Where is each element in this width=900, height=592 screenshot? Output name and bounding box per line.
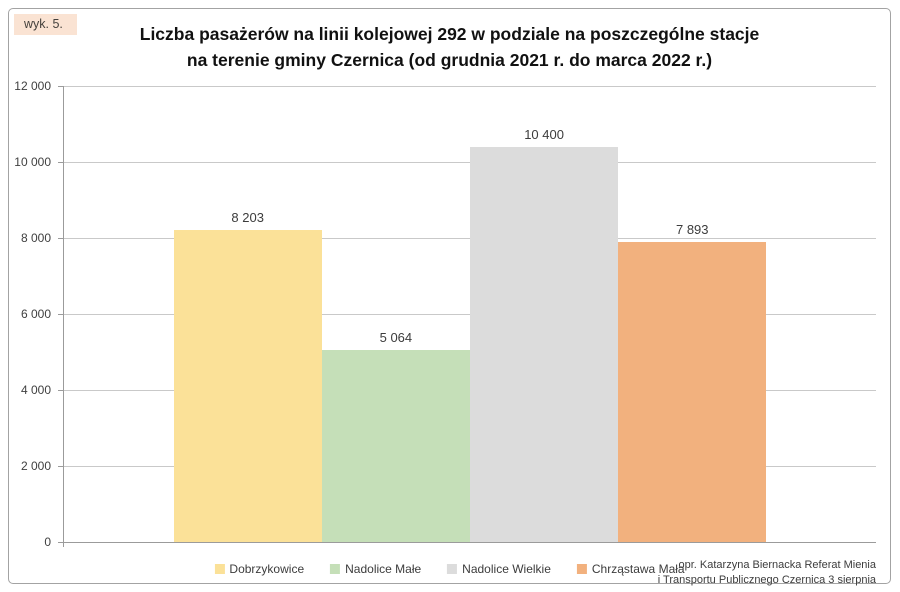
legend-swatch-dobrzykowice <box>214 564 225 574</box>
y-axis-tick-12000 <box>58 86 64 87</box>
attribution-line-2: i Transportu Publicznego Czernica 3 sier… <box>657 574 876 586</box>
bar-chrzastawa-mala: 7 893 <box>618 222 767 542</box>
attribution-line-1: opr. Katarzyna Biernacka Referat Mienia <box>678 559 877 571</box>
chart-title-line-1: Liczba pasażerów na linii kolejowej 292 … <box>139 24 760 44</box>
legend-label-nadolice-male: Nadolice Małe <box>345 562 422 576</box>
y-axis-label-0: 0 <box>44 535 51 549</box>
attribution: opr. Katarzyna Biernacka Referat Mienia … <box>658 558 876 588</box>
bar-nadolice-male: 5 064 <box>321 330 470 542</box>
y-axis-label-6000: 6 000 <box>20 307 51 321</box>
y-axis-label-10000: 10 000 <box>14 154 51 169</box>
y-axis-label-2000: 2 000 <box>20 459 51 473</box>
gridline-12000 <box>64 86 876 87</box>
legend: Dobrzykowice Nadolice Małe Nadolice Wielki… <box>214 562 685 576</box>
bar-nadolice-wielkie: 10 400 <box>469 127 619 542</box>
y-axis-label-8000: 8 000 <box>20 230 51 245</box>
legend-item-dobrzykowice: Dobrzykowice <box>214 562 304 576</box>
legend-item-nadolice-male: Nadolice Małe <box>330 562 421 576</box>
bar-value-nadolice-wielkie: 10 400 <box>524 126 564 142</box>
bar-dobrzykowice: 8 203 <box>173 210 322 542</box>
y-axis-tick-10000 <box>58 161 64 163</box>
y-axis-tick-2000 <box>58 466 64 467</box>
y-axis-tick-6000 <box>58 314 64 315</box>
y-axis-tick-4000 <box>58 389 64 391</box>
legend-swatch-nadolice-wielkie <box>447 564 458 574</box>
y-axis-tick-8000 <box>58 237 64 239</box>
bar-value-nadolice-male: 5 064 <box>379 329 413 345</box>
figure-number-badge: wyk. 5. <box>14 14 77 35</box>
chart-frame: wyk. 5. Liczba pasażerów na linii kolejo… <box>8 8 891 586</box>
bars-group: 8 203 5 064 10 400 7 893 <box>173 86 767 542</box>
plot-area: 0 2 000 4 000 6 000 8 000 10 000 12 000 8 203 5… <box>14 79 876 549</box>
y-axis-label-4000: 4 000 <box>20 382 51 397</box>
legend-label-chrzastawa-mala: Chrząstawa Mała <box>591 562 685 576</box>
bar-value-chrzastawa-mala: 7 893 <box>675 222 709 238</box>
bar-value-dobrzykowice: 8 203 <box>231 210 264 226</box>
legend-item-nadolice-wielkie: Nadolice Wielkie <box>447 562 551 576</box>
legend-label-nadolice-wielkie: Nadolice Wielkie <box>462 562 551 576</box>
chart-title-line-2: na terenie gminy Czernica (od grudnia 20… <box>186 50 713 70</box>
legend-swatch-nadolice-male <box>330 564 341 574</box>
y-axis-tick-0 <box>58 542 64 543</box>
legend-swatch-chrzastawa-mala <box>576 564 587 574</box>
legend-label-dobrzykowice: Dobrzykowice <box>229 562 305 576</box>
y-axis-label-12000: 12 000 <box>14 79 51 93</box>
chart-title: Liczba pasażerów na linii kolejowej 292 … <box>89 21 810 73</box>
x-axis-corner-tick <box>63 542 64 547</box>
legend-item-chrzastawa-mala: Chrząstawa Mała <box>576 562 685 576</box>
